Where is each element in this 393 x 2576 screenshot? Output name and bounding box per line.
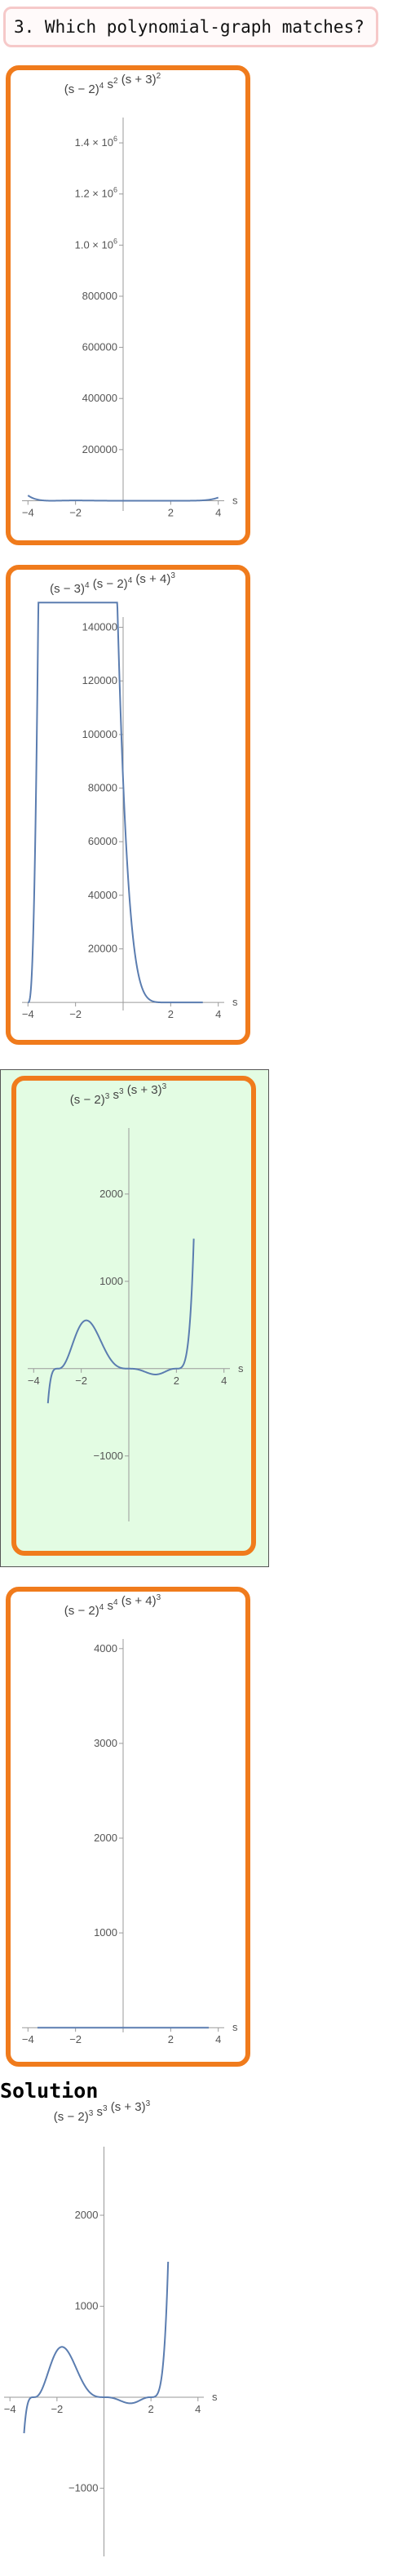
y-tick-label: 2000 [94,1832,117,1844]
x-axis-label: s [232,996,238,1008]
plot-title: (s − 2)3 s3 (s + 3)3 [54,2099,151,2124]
x-tick-label: 2 [174,1375,179,1387]
x-tick-label: −4 [28,1375,40,1387]
x-tick-label: 4 [215,2033,221,2045]
x-tick-label: −4 [22,506,34,518]
y-tick-label: −1000 [68,2481,99,2494]
y-tick-label: 100000 [82,728,117,740]
y-tick-label: 2000 [75,2209,99,2221]
x-tick-label: −4 [4,2403,16,2415]
solution-heading: Solution [0,2079,99,2103]
x-axis-label: s [232,2021,238,2033]
y-tick-label: 120000 [82,674,117,686]
y-tick-label: 1.0 × 106 [75,237,117,251]
option-card-c[interactable]: (s − 2)3 s3 (s + 3)3 s −4 −2 2 4 −1000 1000 2000 [11,1076,256,1556]
x-tick-label: 2 [168,506,174,518]
x-tick-label: 4 [195,2403,201,2415]
x-axis-label: s [238,1362,244,1375]
y-tick-label: 1000 [99,1275,123,1287]
series-line [28,602,203,1004]
y-tick-label: 20000 [88,942,117,954]
y-tick-label: 1.2 × 106 [75,186,117,200]
y-tick-label: 1000 [75,2299,99,2312]
y-tick-label: 200000 [82,443,117,455]
option-b-plot: (s − 3)4 (s − 2)4 (s + 4)3 s −4 −2 2 4 20000 40… [22,571,238,1020]
x-tick-label: −2 [51,2403,63,2415]
x-tick-label: −2 [69,506,82,518]
option-card-d[interactable]: (s − 2)4 s4 (s + 4)3 s −4 −2 2 4 1000 2000 3000 4… [6,1587,250,2067]
y-tick-label: 40000 [88,889,117,901]
plot-title: (s − 2)4 s2 (s + 3)2 [64,72,161,96]
x-tick-label: −4 [22,2033,34,2045]
option-card-b[interactable]: (s − 3)4 (s − 2)4 (s + 4)3 s −4 −2 2 4 20000 40… [6,565,250,1045]
option-card-a[interactable]: (s − 2)4 s2 (s + 3)2 s −4 −2 2 4 200000 400000 6… [6,65,250,545]
x-tick-label: 2 [168,1008,174,1020]
y-tick-label: 2000 [99,1188,123,1200]
y-tick-label: 800000 [82,290,117,302]
plot-title: (s − 2)4 s4 (s + 4)3 [64,1593,161,1618]
y-tick-label: 1.4 × 106 [75,135,117,149]
y-tick-label: 600000 [82,341,117,353]
option-c-plot: (s − 2)3 s3 (s + 3)3 s −4 −2 2 4 −1000 1000 2000 [28,1082,244,1521]
plot-title: (s − 3)4 (s − 2)4 (s + 4)3 [50,571,175,596]
y-tick-label: −1000 [93,1450,123,1462]
y-tick-label: 400000 [82,392,117,404]
x-tick-label: −2 [69,2033,82,2045]
series-line [27,495,219,502]
x-axis-label: s [232,494,238,506]
x-tick-label: 2 [148,2403,154,2415]
x-tick-label: 2 [168,2033,174,2045]
question-text: 3. Which polynomial-graph matches? [14,17,364,37]
x-tick-label: −4 [22,1008,34,1020]
y-tick-label: 140000 [82,621,117,633]
x-tick-label: −2 [75,1375,87,1387]
y-tick-label: 60000 [88,835,117,847]
option-a-plot: (s − 2)4 s2 (s + 3)2 s −4 −2 2 4 200000 400000 6… [22,72,238,518]
x-tick-label: 4 [221,1375,227,1387]
series-line [46,1238,195,1404]
series-line [23,2261,170,2434]
x-tick-label: −2 [69,1008,82,1020]
x-axis-label: s [212,2391,218,2403]
y-tick-label: 1000 [94,1926,117,1939]
solution-plot: (s − 2)3 s3 (s + 3)3 s −4 −2 2 4 −1000 1000 2000 [4,2099,218,2556]
question-prompt: 3. Which polynomial-graph matches? [3,7,378,47]
x-tick-label: 4 [215,1008,221,1020]
option-d-plot: (s − 2)4 s4 (s + 4)3 s −4 −2 2 4 1000 2000 3000 4… [22,1593,238,2045]
y-tick-label: 3000 [94,1737,117,1749]
plot-title: (s − 2)3 s3 (s + 3)3 [70,1082,167,1107]
y-tick-label: 80000 [88,782,117,794]
x-tick-label: 4 [215,506,221,518]
y-tick-label: 4000 [94,1642,117,1654]
